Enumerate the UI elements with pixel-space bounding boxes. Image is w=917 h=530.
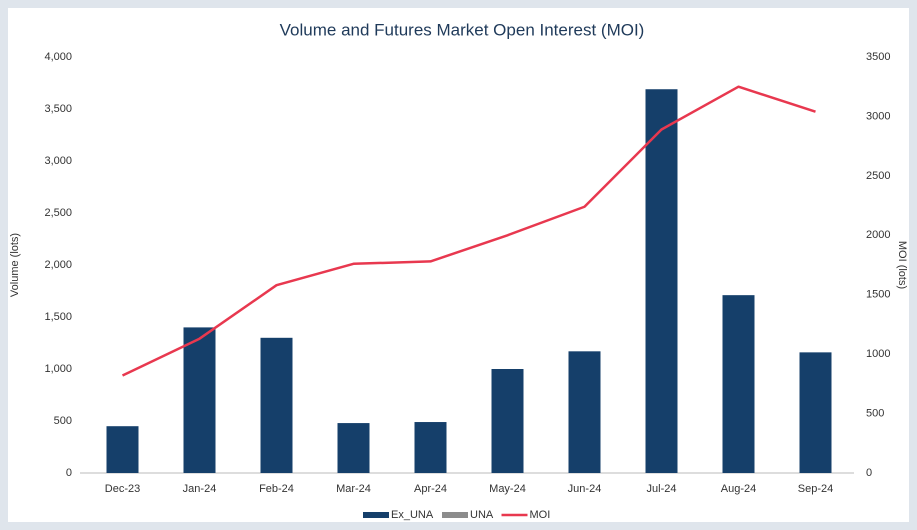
x-tick-label: Apr-24 [414,483,447,495]
bar [414,422,447,473]
bar [491,369,524,473]
line-series [121,85,816,377]
x-tick-label: Sep-24 [798,483,833,495]
y2-axis-title: MOI (lots) [896,241,908,289]
legend-swatch [363,512,389,518]
y2-tick-label: 3500 [866,51,890,63]
bar [260,337,293,473]
x-tick-label: Aug-24 [721,483,756,495]
bar [799,352,832,473]
bar [183,327,216,473]
y2-tick-label: 1500 [866,289,890,301]
y-tick-label: 2,500 [44,207,72,219]
y-tick-label: 500 [54,415,72,427]
legend-label: UNA [470,509,494,521]
y-tick-label: 4,000 [44,51,72,63]
bar [568,351,601,473]
legend-label: Ex_UNA [391,509,434,521]
y-tick-label: 3,000 [44,155,72,167]
x-tick-label: Jul-24 [647,483,677,495]
bar [722,295,755,473]
legend-label: MOI [530,509,551,521]
y-tick-label: 2,000 [44,259,72,271]
chart-title: Volume and Futures Market Open Interest … [280,20,645,39]
y2-tick-label: 1000 [866,348,890,360]
y-tick-label: 3,500 [44,103,72,115]
y2-tick-label: 500 [866,407,884,419]
bar [645,89,678,474]
x-tick-label: Jun-24 [568,483,602,495]
bar [337,423,370,473]
y-tick-label: 0 [66,467,72,479]
y2-tick-label: 2500 [866,170,890,182]
y2-tick-label: 0 [866,467,872,479]
y-axis-title: Volume (lots) [9,233,21,297]
y2-tick-label: 2000 [866,229,890,241]
x-tick-label: Feb-24 [259,483,294,495]
x-tick-label: Jan-24 [183,483,217,495]
panel [8,8,909,522]
x-tick-label: May-24 [489,483,526,495]
y2-tick-label: 3000 [866,110,890,122]
x-tick-label: Dec-23 [105,483,140,495]
y-tick-label: 1,000 [44,363,72,375]
legend-swatch [442,512,468,518]
bar [106,426,139,473]
x-tick-label: Mar-24 [336,483,371,495]
y-tick-label: 1,500 [44,311,72,323]
